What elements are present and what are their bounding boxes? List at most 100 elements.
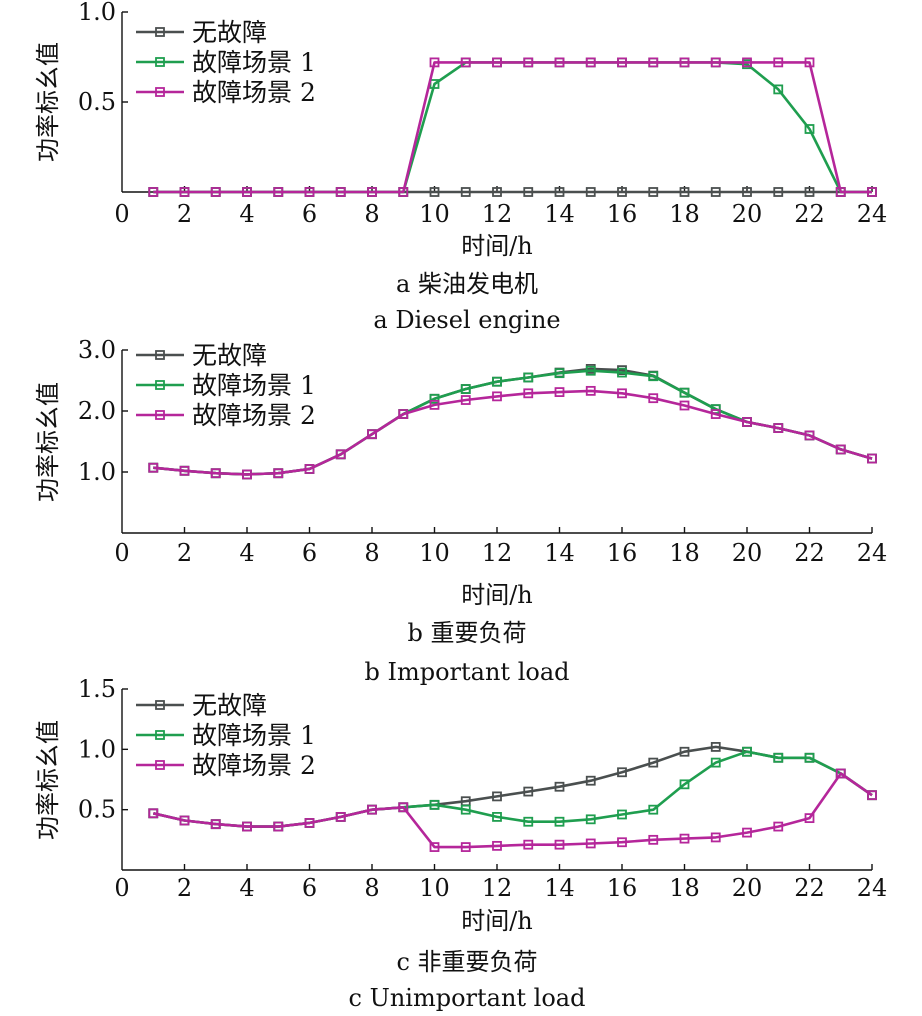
x-tick-label: 4	[239, 539, 254, 567]
data-point	[492, 391, 502, 402]
data-point	[648, 187, 659, 197]
data-point	[773, 187, 784, 197]
data-point	[773, 423, 784, 433]
data-point	[179, 815, 190, 826]
data-point	[367, 429, 377, 440]
data-point	[773, 57, 784, 68]
data-point	[398, 802, 409, 813]
y-tick-label: 0.5	[78, 88, 116, 116]
y-tick-label: 0.5	[78, 796, 116, 824]
data-point	[554, 781, 565, 792]
data-point	[335, 812, 346, 822]
legend-swatch-marker	[155, 730, 165, 740]
legend-swatch-marker	[155, 27, 165, 37]
data-point	[429, 399, 440, 410]
data-point	[867, 453, 877, 464]
x-tick-label: 24	[857, 200, 888, 228]
y-tick-label: 1.5	[78, 675, 116, 703]
y-tick-label: 1.0	[78, 735, 116, 763]
data-point	[242, 821, 252, 832]
data-point	[398, 409, 409, 419]
x-tick-label: 22	[794, 200, 825, 228]
data-point	[648, 834, 659, 845]
data-point	[179, 187, 190, 197]
data-point	[648, 757, 659, 768]
data-point	[429, 799, 440, 810]
x-tick-label: 6	[302, 200, 317, 228]
data-point	[742, 746, 752, 757]
data-point	[492, 187, 502, 197]
data-point	[460, 395, 471, 405]
data-point	[804, 430, 815, 441]
legend-swatch-marker	[155, 410, 165, 420]
data-point	[179, 465, 190, 476]
data-point	[304, 818, 315, 828]
legend-swatch-marker	[155, 700, 165, 710]
data-point	[523, 57, 534, 68]
data-point	[679, 187, 690, 197]
y-axis-label: 功率标幺值	[34, 720, 62, 840]
legend-entry: 故障场景 2	[192, 751, 316, 780]
data-point	[804, 124, 815, 134]
data-point	[367, 804, 377, 815]
data-point	[460, 804, 471, 815]
x-axis-label: 时间/h	[461, 232, 533, 260]
legend-swatch-marker	[155, 380, 165, 390]
data-point	[835, 444, 846, 455]
legend-entry: 故障场景 2	[192, 78, 316, 107]
data-point	[648, 804, 659, 815]
data-point	[554, 187, 565, 197]
legend-swatch-marker	[155, 57, 165, 67]
data-point	[492, 376, 502, 387]
series-2	[148, 768, 877, 852]
y-tick-label: 1.0	[78, 458, 116, 486]
x-tick-label: 8	[364, 874, 379, 902]
data-point	[492, 840, 502, 851]
legend-entry: 故障场景 1	[192, 721, 316, 750]
data-point	[585, 365, 596, 376]
data-point	[710, 832, 721, 843]
data-point	[210, 187, 221, 197]
data-point	[210, 819, 221, 830]
x-tick-label: 10	[419, 874, 450, 902]
chart-panel-1: 0 2 4 6 8 10 12 14 16 18 20 22 241.02.03.0时间/h功率标幺值b…	[34, 336, 887, 686]
data-point	[867, 790, 877, 801]
series-line	[153, 389, 873, 476]
data-point	[460, 187, 471, 197]
data-point	[148, 462, 159, 473]
data-point	[679, 57, 690, 68]
data-point	[554, 816, 565, 827]
legend-entry: 故障场景 1	[192, 48, 316, 77]
data-point	[835, 768, 846, 779]
data-point	[773, 752, 784, 763]
x-tick-label: 4	[239, 874, 254, 902]
data-point	[617, 187, 627, 197]
data-point	[585, 385, 596, 396]
x-tick-label: 6	[302, 874, 317, 902]
x-axis-label: 时间/h	[461, 907, 533, 935]
x-tick-label: 18	[669, 874, 700, 902]
data-point	[242, 187, 252, 197]
y-axis-label: 功率标幺值	[34, 382, 62, 502]
data-point	[585, 814, 596, 825]
data-point	[617, 767, 627, 778]
x-tick-label: 14	[544, 539, 575, 567]
x-tick-label: 0	[114, 539, 129, 567]
data-point	[679, 746, 690, 757]
legend-entry: 故障场景 2	[192, 401, 316, 430]
x-tick-label: 0	[114, 200, 129, 228]
x-tick-label: 16	[607, 200, 638, 228]
data-point	[460, 384, 471, 394]
data-point	[335, 187, 346, 197]
x-tick-label: 12	[482, 539, 513, 567]
series-line	[153, 61, 872, 194]
data-point	[492, 791, 502, 802]
data-point	[804, 57, 815, 68]
x-tick-label: 22	[794, 539, 825, 567]
data-point	[210, 468, 221, 479]
data-point	[429, 57, 440, 68]
legend-entry: 无故障	[192, 341, 267, 370]
data-point	[335, 449, 346, 460]
